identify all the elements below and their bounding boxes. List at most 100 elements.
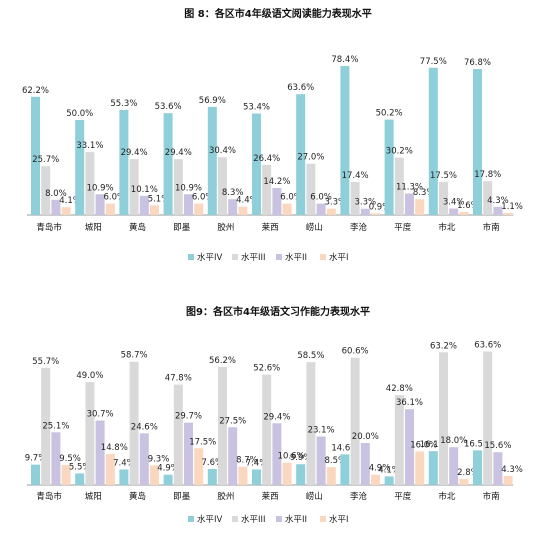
chart-title-writing: 图9：各区市4年级语文习作能力表现水平 (186, 305, 370, 318)
legend-swatch (276, 254, 282, 260)
bar-0-0-0 (31, 96, 40, 215)
bar-0-0-7 (340, 66, 350, 215)
legend-label: 水平I (329, 252, 349, 263)
bar-0-2-1 (95, 194, 105, 215)
data-label: 3.3% (354, 198, 376, 208)
category-label: 崂山 (306, 491, 323, 502)
data-label: 6.0% (310, 193, 332, 203)
bar-1-3-1 (105, 453, 115, 485)
bar-0-3-2 (150, 205, 159, 215)
category-label: 城阳 (85, 223, 102, 233)
category-label: 市北 (438, 222, 456, 233)
bar-0-2-9 (449, 208, 459, 215)
data-label: 8.3% (222, 188, 244, 198)
data-label: 58.5% (297, 351, 324, 361)
data-label: 10.9% (87, 183, 114, 193)
bar-0-2-7 (360, 208, 370, 215)
bar-1-2-1 (95, 420, 105, 485)
data-label: 4.3% (501, 465, 523, 475)
category-label: 市北 (438, 491, 456, 502)
data-label: 7.4% (113, 458, 135, 468)
category-label: 即墨 (173, 223, 191, 233)
data-label: 33.1% (76, 141, 103, 151)
data-label: 56.9% (199, 96, 226, 106)
data-label: 78.4% (331, 55, 358, 65)
bar-0-0-5 (252, 113, 261, 215)
data-label: 36.1% (396, 398, 423, 408)
bar-1-3-2 (150, 465, 159, 485)
data-label: 29.7% (175, 412, 202, 422)
bar-0-2-3 (184, 194, 193, 215)
bar-0-0-10 (473, 69, 482, 215)
category-label: 胶州 (217, 491, 234, 502)
data-label: 29.4% (263, 412, 290, 422)
bar-1-2-7 (360, 443, 370, 485)
bar-1-0-9 (428, 451, 438, 485)
data-label: 9.9% (290, 453, 312, 463)
bar-1-3-3 (194, 448, 204, 485)
data-label: 17.8% (474, 170, 501, 180)
legend-swatch (320, 254, 326, 260)
data-label: 55.3% (110, 99, 137, 109)
bar-0-2-5 (272, 188, 282, 215)
category-label: 即墨 (173, 492, 191, 502)
bar-1-0-4 (207, 469, 217, 485)
category-label: 黄岛 (129, 491, 146, 502)
bar-1-3-0 (61, 465, 71, 485)
bar-1-3-9 (459, 479, 469, 485)
bar-1-3-8 (415, 451, 425, 485)
bar-0-3-5 (282, 203, 292, 215)
data-label: 76.8% (464, 58, 491, 68)
bar-1-2-4 (228, 427, 238, 485)
data-label: 17.5% (430, 171, 457, 181)
bar-0-2-0 (51, 199, 61, 215)
data-label: 0.9% (369, 202, 391, 212)
data-label: 47.8% (165, 374, 192, 384)
data-label: 6.0% (192, 193, 214, 203)
bar-1-0-5 (252, 469, 261, 485)
bar-1-1-2 (129, 361, 139, 485)
bar-1-2-6 (316, 436, 326, 485)
bar-0-1-1 (85, 152, 95, 215)
category-label: 胶州 (217, 222, 234, 233)
data-label: 9.3% (148, 454, 170, 464)
bar-0-2-4 (228, 199, 238, 215)
bar-0-3-9 (459, 211, 469, 215)
data-label: 3.3% (324, 198, 346, 208)
data-label: 14.2% (263, 177, 290, 187)
bar-1-2-5 (272, 423, 282, 485)
bar-0-3-3 (194, 203, 204, 215)
data-label: 63.2% (430, 341, 457, 351)
data-label: 9.7% (25, 454, 47, 464)
data-label: 8.7% (236, 456, 258, 466)
bar-1-3-10 (503, 475, 513, 485)
bar-1-3-4 (238, 466, 248, 485)
data-label: 8.0% (45, 189, 67, 199)
data-label: 16.1% (420, 440, 447, 450)
data-label: 5.1% (148, 194, 170, 204)
legend-swatch (232, 516, 238, 522)
bar-1-2-8 (405, 409, 414, 485)
category-label: 崂山 (306, 222, 323, 233)
bar-0-1-8 (394, 157, 404, 215)
legend-swatch (276, 516, 282, 522)
bar-0-3-8 (415, 199, 425, 215)
data-label: 7.4% (246, 458, 268, 468)
legend-swatch (188, 516, 194, 522)
data-label: 27.5% (219, 416, 246, 426)
bar-1-0-2 (119, 469, 129, 485)
data-label: 10.9% (175, 183, 202, 193)
bar-1-0-7 (340, 454, 350, 485)
bar-1-1-5 (262, 374, 272, 485)
data-label: 4.1% (378, 465, 400, 475)
data-label: 23.1% (308, 425, 335, 435)
data-label: 20.0% (352, 432, 379, 442)
category-label: 平度 (394, 222, 412, 233)
data-label: 8.5% (324, 456, 346, 466)
data-label: 53.6% (155, 102, 182, 112)
data-label: 27.0% (297, 153, 324, 163)
bar-1-1-10 (483, 351, 493, 485)
bar-0-2-10 (493, 206, 503, 215)
bar-1-2-9 (449, 447, 459, 485)
